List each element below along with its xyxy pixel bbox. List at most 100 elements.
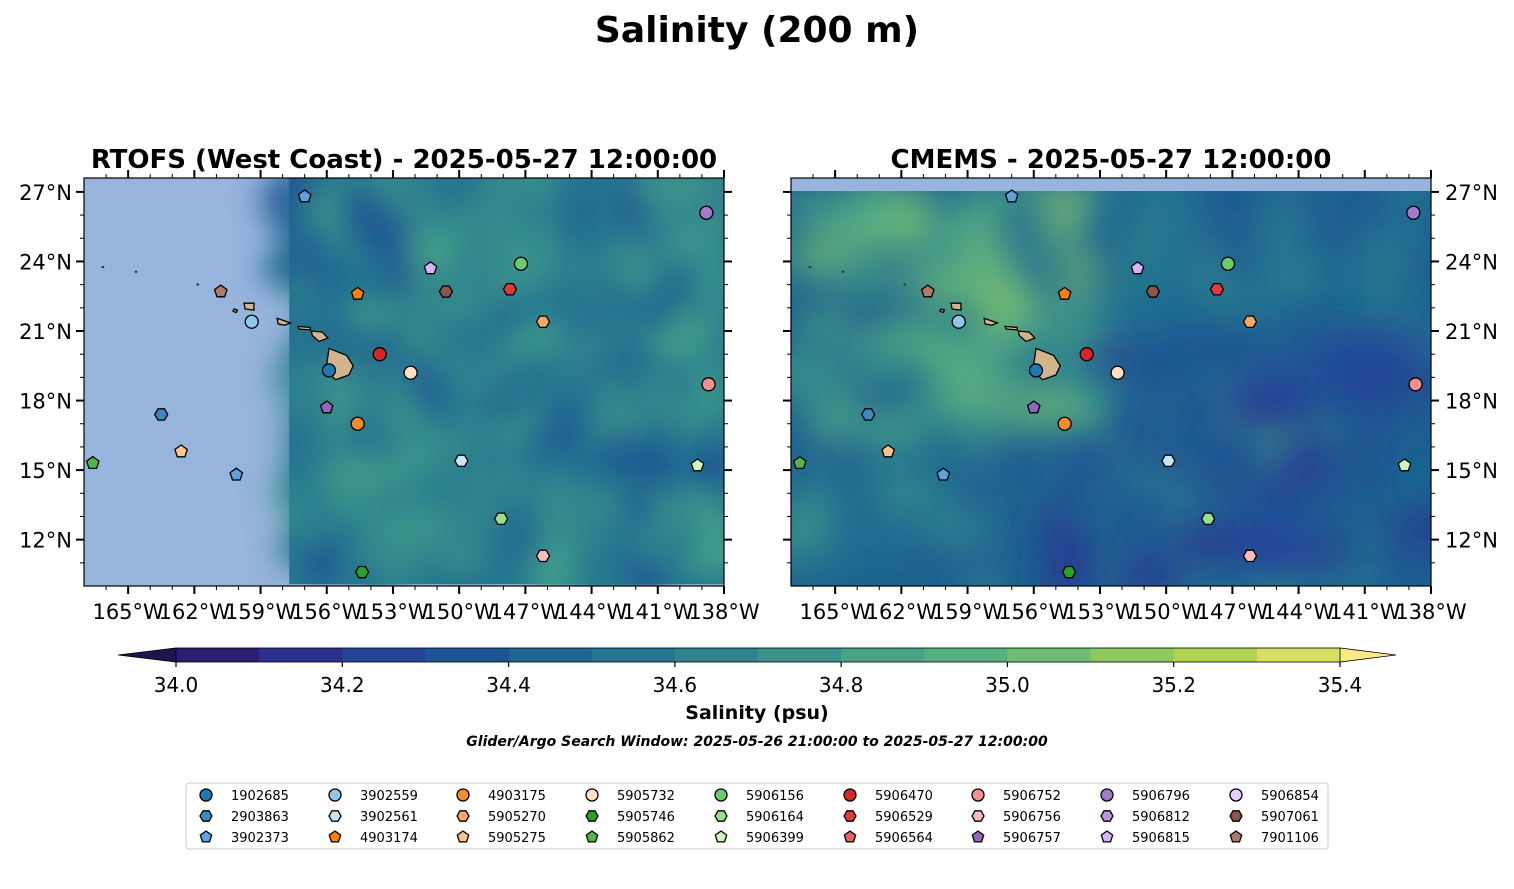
salinity-patch bbox=[1114, 556, 1176, 586]
colorbar-tick-label: 34.2 bbox=[320, 673, 365, 697]
float-marker-2903863 bbox=[153, 408, 169, 421]
legend-label: 2903863 bbox=[231, 810, 289, 825]
legend-label: 5906812 bbox=[1132, 810, 1190, 825]
legend-item-4903175: 4903175 bbox=[456, 788, 546, 804]
salinity-patch bbox=[1099, 183, 1144, 254]
float-marker-5906796 bbox=[1406, 205, 1421, 220]
legend-item-3902561: 3902561 bbox=[328, 810, 418, 825]
salinity-patch bbox=[696, 441, 724, 492]
float-marker-5906529 bbox=[502, 282, 518, 296]
legend-label: 5905270 bbox=[488, 810, 546, 825]
salinity-patch bbox=[1250, 397, 1317, 423]
salinity-patch bbox=[1405, 424, 1431, 442]
x-tick-label: 156°W bbox=[291, 600, 363, 624]
salinity-patch bbox=[1021, 223, 1058, 309]
colorbar-segment bbox=[1256, 648, 1341, 662]
kauai bbox=[243, 302, 255, 311]
float-marker-4903174 bbox=[350, 286, 365, 300]
salinity-patch bbox=[1406, 507, 1431, 551]
salinity-patch bbox=[695, 526, 724, 579]
float-marker-4903174 bbox=[1057, 286, 1072, 300]
legend-label: 5906752 bbox=[1003, 789, 1061, 804]
legend-marker-5905732 bbox=[585, 788, 599, 802]
legend-marker-5906854 bbox=[1229, 788, 1243, 802]
y-tick-label: 24°N bbox=[1445, 250, 1498, 274]
salinity-patch bbox=[1379, 376, 1406, 412]
colorbar-segment bbox=[176, 648, 260, 662]
salinity-patch bbox=[483, 178, 512, 224]
salinity-patch bbox=[482, 518, 514, 539]
salinity-patch bbox=[1057, 258, 1105, 284]
salinity-patch bbox=[290, 403, 314, 437]
small-island bbox=[101, 266, 105, 269]
float-markers-rtofs bbox=[85, 189, 716, 579]
salinity-patch bbox=[326, 466, 392, 511]
legend-marker-3902561 bbox=[328, 810, 342, 822]
salinity-patch bbox=[639, 420, 660, 444]
salinity-patch bbox=[1059, 240, 1084, 257]
float-marker-1902685 bbox=[1028, 363, 1044, 378]
y-tick-label: 21°N bbox=[19, 320, 72, 344]
panel-title-rtofs: RTOFS (West Coast) - 2025-05-27 12:00:00 bbox=[91, 145, 717, 175]
salinity-patch bbox=[880, 260, 954, 277]
x-tick-label: 138°W bbox=[1395, 600, 1467, 624]
salinity-patch bbox=[797, 335, 830, 361]
molokai bbox=[1004, 325, 1018, 331]
legend-item-5906815: 5906815 bbox=[1100, 830, 1190, 846]
legend-label: 5906854 bbox=[1261, 789, 1319, 804]
colorbar: 34.0 34.2 34.4 34.6 34.8 35.0 35.2 35.4 bbox=[117, 647, 1397, 697]
float-marker-5905732 bbox=[1110, 365, 1125, 380]
small-island bbox=[196, 283, 200, 286]
legend-item-5905270: 5905270 bbox=[456, 810, 546, 825]
salinity-patch bbox=[1028, 576, 1095, 586]
y-tick-label: 12°N bbox=[19, 529, 72, 553]
legend-item-5906752: 5906752 bbox=[971, 788, 1061, 804]
legend-marker-2903863 bbox=[199, 810, 213, 822]
salinity-patch bbox=[791, 349, 822, 397]
legend-marker-1902685 bbox=[199, 788, 213, 802]
salinity-patch bbox=[282, 430, 338, 522]
salinity-patch bbox=[1381, 517, 1414, 535]
legend-label: 5906796 bbox=[1132, 789, 1190, 804]
salinity-patch bbox=[1209, 194, 1262, 226]
salinity-patch bbox=[530, 208, 568, 230]
legend-item-5906854: 5906854 bbox=[1229, 788, 1319, 804]
salinity-patch bbox=[568, 538, 636, 563]
legend-item-5906812: 5906812 bbox=[1100, 810, 1190, 825]
float-marker-5905862 bbox=[792, 455, 807, 470]
salinity-patch bbox=[1366, 427, 1389, 445]
float-marker-4903175 bbox=[350, 416, 365, 431]
colorbar-tick-label: 34.6 bbox=[653, 673, 698, 697]
salinity-patch bbox=[500, 376, 534, 399]
panel-title-cmems: CMEMS - 2025-05-27 12:00:00 bbox=[891, 145, 1332, 175]
salinity-patch bbox=[1128, 497, 1168, 533]
salinity-patch bbox=[1315, 324, 1382, 338]
legend-label: 3902559 bbox=[360, 789, 418, 804]
field-blobs bbox=[259, 178, 724, 586]
salinity-patch bbox=[556, 190, 600, 221]
float-marker-2903863 bbox=[860, 408, 876, 421]
float-marker-5906399 bbox=[690, 458, 705, 472]
float-marker-5906164 bbox=[1200, 512, 1216, 526]
salinity-patch bbox=[945, 558, 981, 577]
salinity-patch bbox=[1288, 343, 1376, 358]
salinity-patch bbox=[1102, 448, 1130, 492]
salinity-patch bbox=[517, 321, 562, 354]
colorbar-tick-label: 34.0 bbox=[154, 673, 199, 697]
legend-item-5906796: 5906796 bbox=[1100, 788, 1190, 804]
legend-item-5905732: 5905732 bbox=[585, 788, 675, 804]
x-tick-label: 150°W bbox=[423, 600, 495, 624]
salinity-patch bbox=[649, 191, 674, 216]
salinity-patch bbox=[271, 356, 307, 399]
axis-ticks-rtofs: 165°W162°W159°W156°W153°W150°W147°W144°W… bbox=[19, 170, 760, 624]
salinity-patch bbox=[394, 428, 449, 482]
float-marker-5906815 bbox=[423, 261, 438, 275]
float-marker-7901106 bbox=[920, 284, 935, 298]
salinity-patch bbox=[644, 529, 670, 553]
colorbar-segment bbox=[425, 648, 510, 662]
salinity-patch bbox=[1121, 413, 1156, 426]
map-panel-cmems: CMEMS - 2025-05-27 12:00:00 165°W162°W15… bbox=[783, 145, 1498, 624]
float-marker-5905746 bbox=[1061, 565, 1077, 579]
salinity-patch bbox=[1384, 552, 1420, 578]
